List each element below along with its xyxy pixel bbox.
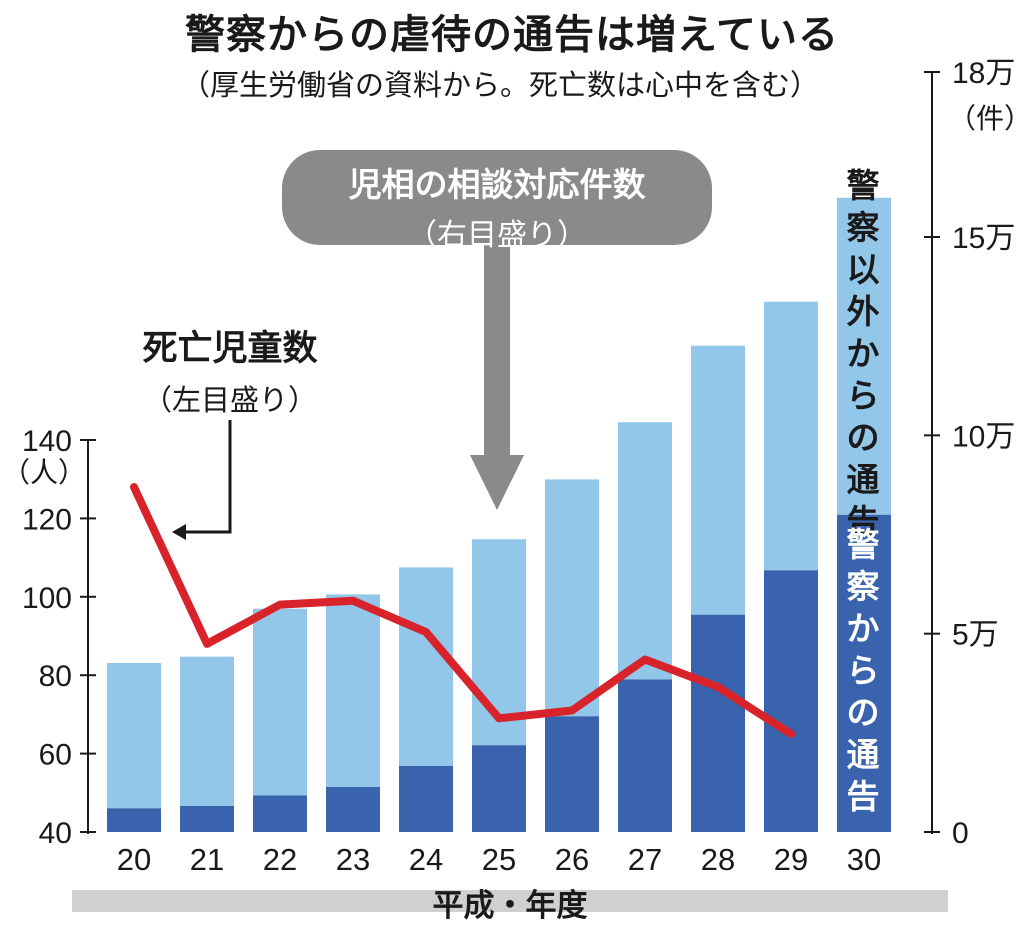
- left-tick-label-60: 60: [39, 739, 72, 772]
- axis-layer: 40 60 80 100 120 140（人） 0 5万 10万 15万 18万 （件） 20 21 22 2…: [2, 57, 1024, 877]
- x-tick-label-28: 28: [701, 842, 735, 877]
- callout-note: （右目盛り）: [407, 218, 587, 253]
- death-count-line: [130, 483, 795, 738]
- x-axis-label: 平成・年度: [432, 888, 588, 924]
- right-axis-unit: （件）: [948, 102, 1024, 135]
- right-tick-label-2: 10万: [952, 420, 1015, 453]
- death-count-label: 死亡児童数 （左目盛り）: [110, 320, 350, 419]
- x-tick-label-24: 24: [409, 842, 443, 877]
- bar-police-27: [618, 679, 672, 832]
- callout-arrow-head: [470, 455, 524, 510]
- right-tick-label-0: 0: [952, 817, 969, 850]
- arrow-layer: [172, 240, 524, 540]
- bar-police-24: [399, 765, 453, 832]
- chart-subtitle: （厚生労働省の資料から。死亡数は心中を含む）: [180, 68, 819, 102]
- bar-non-police-23: [326, 594, 380, 787]
- x-tick-label-23: 23: [336, 842, 370, 877]
- bar-non-police-20: [107, 663, 161, 809]
- right-tick-label-3: 15万: [952, 222, 1015, 255]
- x-tick-label-27: 27: [628, 842, 662, 877]
- bar-non-police-29: [764, 301, 818, 571]
- x-tick-label-26: 26: [555, 842, 589, 877]
- x-tick-label-25: 25: [482, 842, 516, 877]
- left-tick-label-40: 40: [39, 817, 72, 850]
- left-tick-label-120: 120: [22, 503, 72, 536]
- legend-police: 警察からの通告: [846, 525, 880, 816]
- death-pointer-head: [172, 524, 186, 540]
- bar-non-police-26: [545, 479, 599, 717]
- left-tick-label-140: 140: [22, 425, 72, 458]
- bars-layer: [107, 197, 891, 832]
- left-tick-label-100: 100: [22, 582, 72, 615]
- x-tick-label-20: 20: [117, 842, 151, 877]
- line-layer: [130, 483, 795, 738]
- bar-non-police-24: [399, 567, 453, 766]
- death-count-note: （左目盛り）: [142, 383, 317, 417]
- bar-non-police-30: [837, 197, 891, 515]
- right-tick-label-4: 18万: [952, 57, 1015, 90]
- x-tick-label-22: 22: [263, 842, 297, 877]
- bar-non-police-21: [180, 656, 234, 806]
- bar-police-22: [253, 795, 307, 832]
- bar-non-police-22: [253, 608, 307, 796]
- bar-police-26: [545, 716, 599, 832]
- callout-title: 児相の相談対応件数: [348, 165, 646, 204]
- x-tick-label-21: 21: [190, 842, 224, 877]
- bar-non-police-27: [618, 422, 672, 680]
- callout-consultations: 児相の相談対応件数 （右目盛り）: [282, 150, 712, 253]
- x-tick-label-29: 29: [774, 842, 808, 877]
- bar-police-20: [107, 808, 161, 832]
- bar-non-police-28: [691, 345, 745, 615]
- death-pointer-line: [182, 420, 232, 534]
- left-axis-unit: （人）: [2, 456, 86, 489]
- callout-arrow-shaft: [484, 240, 510, 455]
- bar-police-28: [691, 614, 745, 832]
- bar-police-30: [837, 514, 891, 832]
- bar-police-25: [472, 745, 526, 832]
- bar-police-21: [180, 805, 234, 832]
- death-count-title: 死亡児童数: [142, 329, 318, 369]
- bar-police-23: [326, 786, 380, 832]
- bar-non-police-25: [472, 539, 526, 746]
- left-tick-label-80: 80: [39, 660, 72, 693]
- bar-police-29: [764, 570, 818, 832]
- chart-title: 警察からの虐待の通告は増えている: [185, 12, 839, 58]
- legend-non-police: 警察以外からの通告: [846, 166, 880, 541]
- x-axis-band: [72, 890, 948, 912]
- x-tick-label-30: 30: [847, 842, 881, 877]
- right-tick-label-1: 5万: [952, 619, 999, 652]
